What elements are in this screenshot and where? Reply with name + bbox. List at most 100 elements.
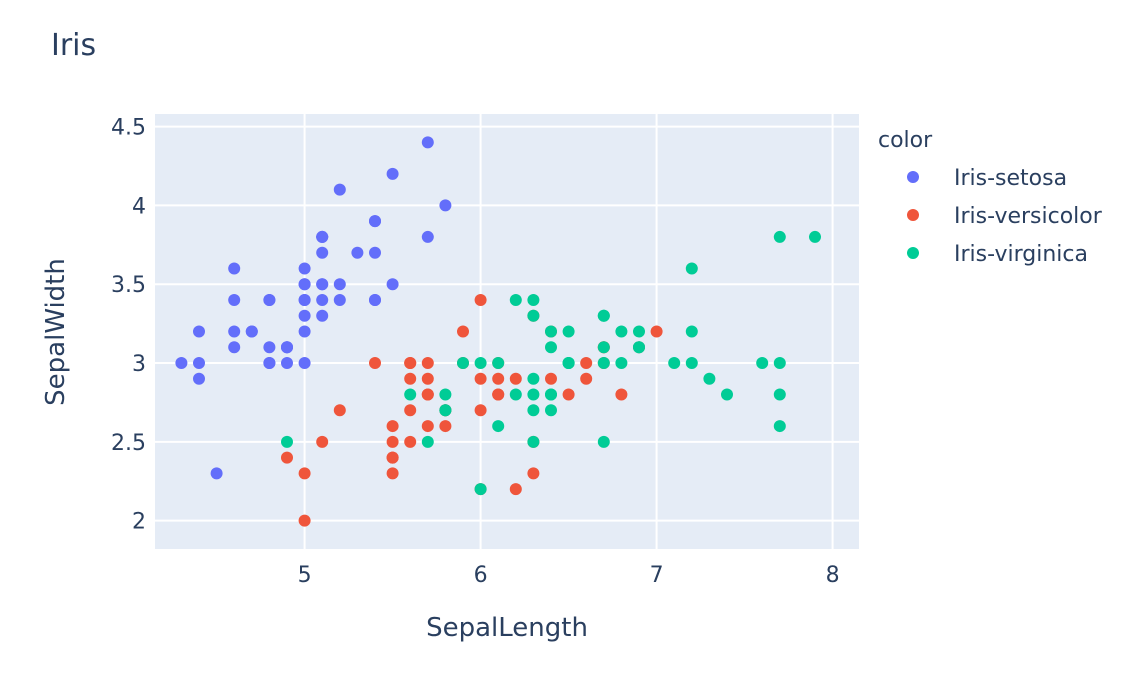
data-point <box>263 357 276 370</box>
data-point <box>281 435 293 448</box>
y-tick-label: 3.5 <box>111 273 146 298</box>
data-point <box>615 325 628 338</box>
data-point <box>316 278 329 291</box>
data-point <box>597 341 610 354</box>
data-point <box>386 167 399 180</box>
data-point <box>668 357 681 370</box>
data-point <box>474 293 487 306</box>
legend-marker <box>907 209 919 221</box>
data-point <box>527 309 540 322</box>
data-point <box>474 404 487 417</box>
data-point <box>527 467 540 480</box>
data-point <box>210 467 223 480</box>
data-point <box>773 420 786 433</box>
y-tick-labels: 2 2.5 3 3.5 4 4.5 <box>111 116 146 535</box>
data-point <box>457 325 469 338</box>
data-point <box>298 467 311 480</box>
data-point <box>474 357 487 370</box>
data-point <box>562 388 575 401</box>
data-point <box>509 293 522 306</box>
data-point <box>545 388 557 401</box>
data-point <box>298 357 311 370</box>
data-point <box>421 357 434 370</box>
data-point <box>386 278 399 291</box>
legend: color Iris-setosa Iris-versicolor Iris-vir… <box>878 128 1103 267</box>
data-point <box>509 388 522 401</box>
data-point <box>316 309 329 322</box>
data-point <box>633 325 645 338</box>
data-point <box>316 293 329 306</box>
data-point <box>773 357 786 370</box>
data-point <box>369 357 381 370</box>
legend-title: color <box>878 128 933 153</box>
data-point <box>457 357 469 370</box>
x-tick-labels: 5 6 7 8 <box>298 563 840 588</box>
data-point <box>597 309 610 322</box>
data-point <box>298 309 311 322</box>
data-point <box>316 435 329 448</box>
data-point <box>421 372 434 385</box>
data-point <box>263 293 276 306</box>
data-point <box>685 325 698 338</box>
data-point <box>333 404 346 417</box>
y-tick-label: 2 <box>132 510 146 535</box>
data-point <box>386 467 399 480</box>
y-tick-label: 4.5 <box>111 116 146 141</box>
data-point <box>404 404 417 417</box>
data-point <box>386 451 399 464</box>
y-tick-label: 3 <box>132 352 146 377</box>
data-point <box>580 357 593 370</box>
data-point <box>562 357 575 370</box>
data-point <box>527 372 540 385</box>
data-point <box>545 325 557 338</box>
data-point <box>298 278 311 291</box>
data-point <box>281 451 293 464</box>
data-point <box>421 388 434 401</box>
data-point <box>369 215 381 228</box>
data-point <box>615 388 628 401</box>
x-tick-label: 5 <box>298 563 312 588</box>
x-tick-label: 6 <box>474 563 488 588</box>
data-point <box>492 372 505 385</box>
data-point <box>245 325 258 338</box>
data-point <box>228 262 241 275</box>
y-axis-title: SepalWidth <box>41 258 71 406</box>
legend-item-label: Iris-versicolor <box>954 204 1103 229</box>
data-point <box>369 293 381 306</box>
data-point <box>721 388 733 401</box>
data-point <box>703 372 716 385</box>
x-tick-label: 7 <box>650 563 664 588</box>
data-point <box>509 483 522 496</box>
data-point <box>228 341 241 354</box>
data-point <box>439 420 452 433</box>
data-point <box>193 325 205 338</box>
data-point <box>492 357 505 370</box>
legend-marker <box>907 171 919 183</box>
y-tick-label: 4 <box>132 194 146 219</box>
data-point <box>281 357 293 370</box>
data-point <box>597 357 610 370</box>
data-point <box>263 341 276 354</box>
data-point <box>562 325 575 338</box>
x-axis-title: SepalLength <box>426 613 588 643</box>
data-point <box>492 388 505 401</box>
data-point <box>756 357 769 370</box>
data-point <box>333 278 346 291</box>
data-point <box>545 372 557 385</box>
y-tick-label: 2.5 <box>111 431 146 456</box>
data-point <box>580 372 593 385</box>
chart-title: Iris <box>51 28 96 63</box>
data-point <box>685 357 698 370</box>
data-point <box>333 293 346 306</box>
data-point <box>298 262 311 275</box>
data-point <box>193 357 205 370</box>
data-point <box>773 230 786 243</box>
data-point <box>316 230 329 243</box>
data-point <box>386 435 399 448</box>
data-point <box>545 404 557 417</box>
data-point <box>527 388 540 401</box>
data-point <box>809 230 821 243</box>
data-point <box>439 199 452 212</box>
data-point <box>369 246 381 259</box>
